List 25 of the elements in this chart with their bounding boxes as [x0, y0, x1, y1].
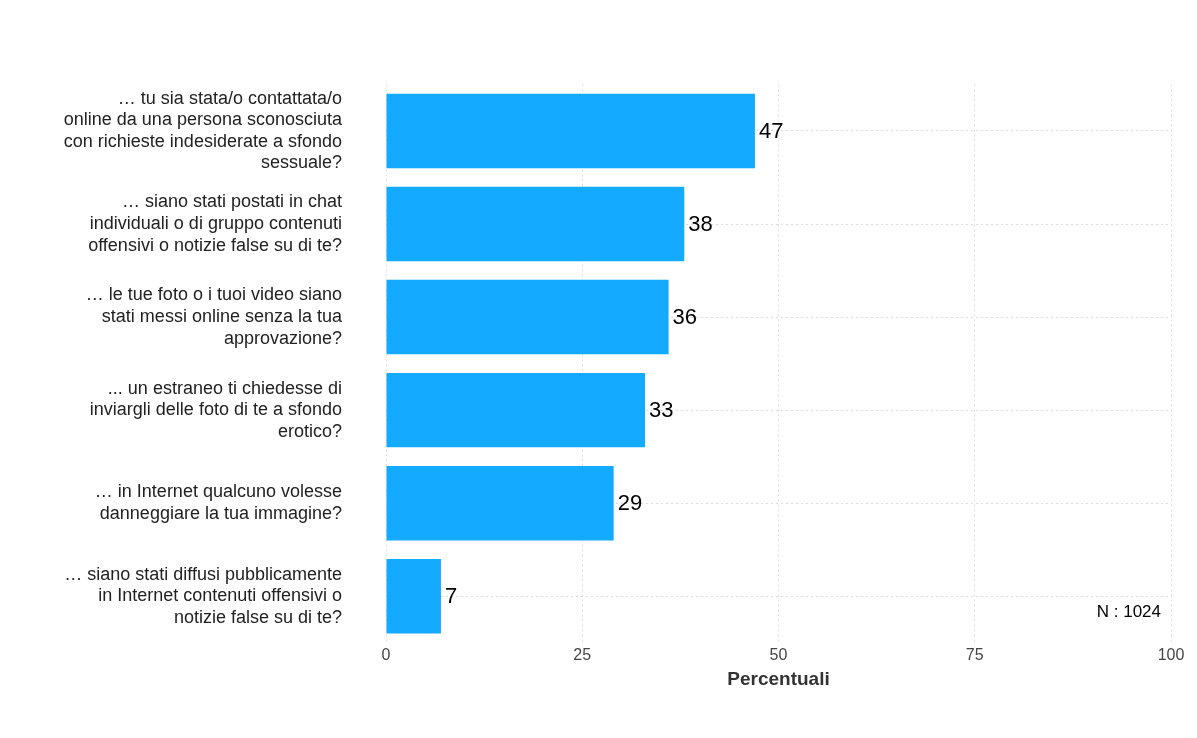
- y-tick-label: … le tue foto o i tuoi video siano stati messi online senza la tua approvazione?: [85, 284, 343, 348]
- y-tick-label: ... un estraneo ti chiedesse di inviargli delle foto di te a sfondo erotico?: [89, 377, 342, 441]
- x-axis-title: Percentuali: [727, 667, 830, 689]
- bar: [386, 93, 755, 169]
- x-tick-label: 0: [381, 645, 391, 663]
- data-label: 7: [444, 583, 458, 609]
- x-tick-label: 100: [1157, 645, 1185, 663]
- data-label: 36: [672, 304, 698, 330]
- x-tick-label: 25: [573, 645, 592, 663]
- annotation: N : 1024: [1096, 601, 1161, 621]
- bar: [386, 186, 685, 262]
- y-tick-label: … siano stati diffusi pubblicamente in Internet contenuti offensivi o notizie false su di te?: [64, 563, 342, 627]
- y-tick-label: … in Internet qualcuno volesse danneggiare la tua immagine?: [94, 481, 342, 523]
- bar: [386, 465, 614, 541]
- data-label: 33: [649, 397, 674, 423]
- y-tick-label: … siano stati postati in chat individuali o di gruppo contenuti offensivi o notizie false su di te?: [88, 191, 342, 255]
- data-label: 38: [688, 211, 713, 237]
- x-tick-label: 75: [965, 645, 984, 663]
- y-tick-label: … tu sia stata/o contattata/o online da una persona sconosciuta con richieste indesiderate a sfondo sessuale?: [63, 87, 343, 173]
- bar: [386, 279, 669, 355]
- x-tick-label: 50: [769, 645, 788, 663]
- data-label: 29: [617, 490, 643, 516]
- bar: [386, 372, 646, 448]
- bar: [386, 559, 441, 634]
- data-label: 47: [758, 118, 784, 143]
